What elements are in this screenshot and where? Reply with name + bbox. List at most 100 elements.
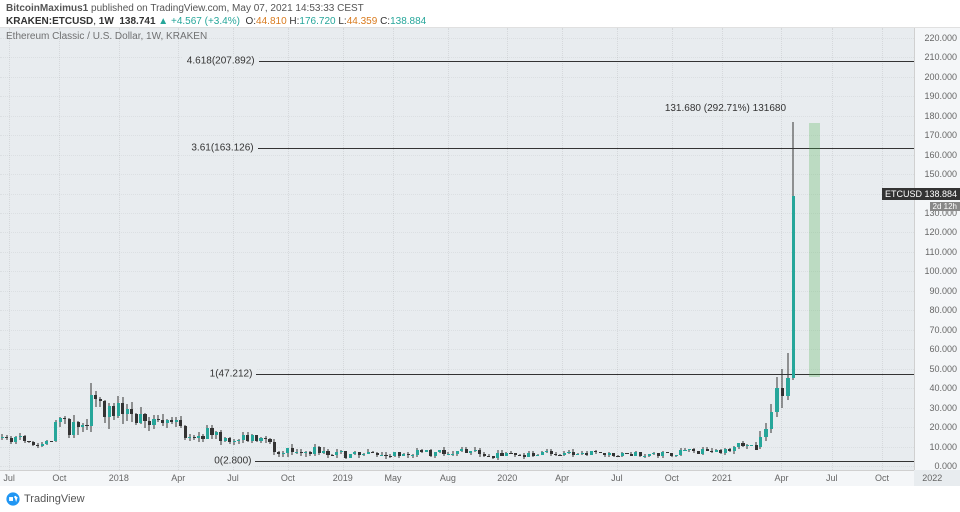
gridline-v <box>288 28 289 470</box>
candle <box>170 417 173 425</box>
candle <box>161 414 164 427</box>
candle <box>750 445 753 446</box>
interval: 1W <box>99 16 114 27</box>
candle <box>291 444 294 454</box>
candle <box>625 453 628 454</box>
candle <box>500 450 503 456</box>
candle <box>94 391 97 406</box>
candle <box>72 415 75 438</box>
candle <box>465 447 468 453</box>
candle <box>376 452 379 456</box>
candle <box>434 452 437 458</box>
candle <box>1 434 4 440</box>
x-tick-label: Oct <box>875 473 889 483</box>
ohlc-open: 44.810 <box>256 16 287 27</box>
x-tick-label: Oct <box>281 473 295 483</box>
candle <box>429 449 432 457</box>
ohlc-low: 44.359 <box>347 16 378 27</box>
candle <box>420 449 423 453</box>
candle <box>322 447 325 454</box>
candle <box>701 447 704 455</box>
candle <box>68 418 71 438</box>
candle <box>286 448 289 458</box>
candle <box>755 442 758 450</box>
candle <box>41 442 44 446</box>
gridline-h <box>0 57 914 58</box>
gridline-h <box>0 77 914 78</box>
candle <box>487 454 490 457</box>
candle <box>63 416 66 424</box>
gridline-h <box>0 271 914 272</box>
gridline-v <box>9 28 10 470</box>
gridline-h <box>0 155 914 156</box>
candle <box>621 452 624 456</box>
gridline-h <box>0 252 914 253</box>
ohlc-high: 176.720 <box>299 16 335 27</box>
gridline-h <box>0 427 914 428</box>
x-tick-label: 2019 <box>333 473 353 483</box>
candle <box>402 453 405 456</box>
candle <box>371 451 374 453</box>
candle <box>509 451 512 454</box>
candle <box>792 122 796 380</box>
candle <box>36 443 39 448</box>
candle <box>496 450 499 460</box>
candle <box>558 454 561 456</box>
candle <box>764 423 768 441</box>
candle <box>679 448 682 455</box>
candle <box>277 451 280 457</box>
candle <box>175 417 178 427</box>
gridline-h <box>0 310 914 311</box>
candle <box>661 451 664 458</box>
y-tick-label: 70.000 <box>929 325 957 335</box>
x-tick-label: Jul <box>3 473 15 483</box>
fib-label: 4.618(207.892) <box>183 56 259 67</box>
y-tick-label: 40.000 <box>929 383 957 393</box>
y-tick-label: 150.000 <box>924 169 957 179</box>
candle <box>197 432 200 442</box>
candle <box>407 452 410 458</box>
candle <box>362 453 365 456</box>
x-axis[interactable]: JulOct2018AprJulOct2019MayAug2020AprJulO… <box>0 470 914 486</box>
x-tick-label: 2020 <box>497 473 517 483</box>
candle <box>733 446 736 453</box>
candle <box>384 452 387 459</box>
candle <box>451 451 454 456</box>
candle <box>27 441 30 443</box>
chart-container: Ethereum Classic / U.S. Dollar, 1W, KRAK… <box>0 28 960 486</box>
y-tick-label: 10.000 <box>929 442 957 452</box>
candle <box>242 432 245 443</box>
candle <box>456 451 459 457</box>
candle <box>90 383 93 431</box>
candle <box>634 451 637 457</box>
gridline-v <box>178 28 179 470</box>
fib-label: 3.61(163.126) <box>187 143 257 154</box>
candle <box>447 452 450 455</box>
candle <box>139 407 142 424</box>
gridline-h <box>0 466 914 467</box>
candle <box>233 439 236 445</box>
candle <box>121 397 124 424</box>
candle <box>518 454 521 456</box>
candle <box>545 449 548 453</box>
y-axis[interactable]: 0.00010.00020.00030.00040.00050.00060.00… <box>914 28 960 470</box>
candle <box>246 432 249 442</box>
candle <box>210 425 213 439</box>
gridline-h <box>0 349 914 350</box>
candle <box>643 454 646 458</box>
gridline-h <box>0 96 914 97</box>
y-tick-label: 170.000 <box>924 130 957 140</box>
candle <box>188 434 191 441</box>
candle <box>657 453 660 458</box>
publish-info: published on TradingView.com, May 07, 20… <box>91 3 364 14</box>
plot-area[interactable]: Ethereum Classic / U.S. Dollar, 1W, KRAK… <box>0 28 914 470</box>
candle <box>353 451 356 454</box>
x-tick-label: Apr <box>171 473 185 483</box>
candle <box>304 451 307 457</box>
x-tick-label: Apr <box>774 473 788 483</box>
gridline-v <box>393 28 394 470</box>
change: +4.567 (+3.4%) <box>171 16 240 27</box>
publisher-line: BitcoinMaximus1 published on TradingView… <box>6 2 954 15</box>
gridline-v <box>722 28 723 470</box>
candle <box>367 449 370 454</box>
